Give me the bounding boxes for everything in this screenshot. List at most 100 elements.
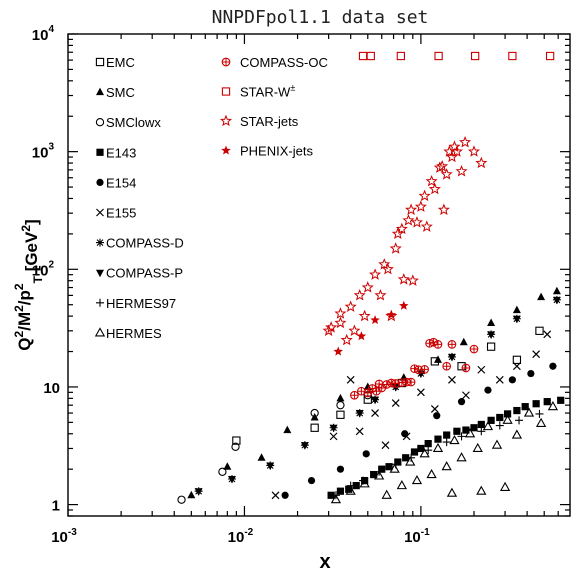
data-point	[476, 485, 487, 495]
data-point	[187, 490, 196, 499]
legend: EMC SMC SMClowx E143 E154 E155 COMPASS-D COMPAS…	[94, 55, 328, 341]
data-point	[434, 435, 442, 443]
legend-label: EMC	[106, 55, 135, 70]
data-point	[537, 292, 546, 301]
series-e154	[281, 362, 557, 499]
data-point	[543, 398, 551, 406]
data-point	[307, 476, 316, 485]
data-point	[535, 417, 547, 427]
y-tick-label: 104	[32, 24, 55, 44]
data-point	[370, 470, 378, 479]
data-point	[513, 406, 521, 415]
data-point	[495, 375, 504, 384]
legend-marker	[96, 87, 104, 96]
data-point	[395, 222, 408, 235]
data-point	[512, 305, 521, 314]
data-point	[402, 454, 410, 462]
data-point	[333, 346, 343, 356]
data-point	[405, 203, 418, 215]
data-point	[436, 160, 449, 172]
data-point	[527, 369, 535, 378]
legend-label: E143	[106, 145, 136, 160]
data-point	[470, 51, 480, 61]
data-point	[340, 333, 353, 346]
data-point	[329, 424, 338, 433]
data-point	[336, 393, 345, 402]
data-point	[405, 456, 416, 466]
data-point	[394, 458, 402, 466]
data-point	[418, 189, 431, 202]
legend-label: COMPASS-P	[106, 266, 183, 281]
legend-label: E154	[106, 175, 136, 190]
data-point	[369, 268, 382, 280]
data-point	[336, 487, 345, 495]
data-point	[455, 165, 468, 177]
legend-item-smc: SMC	[96, 85, 135, 100]
data-point	[459, 337, 468, 346]
data-point	[344, 300, 357, 312]
data-point	[391, 399, 400, 407]
data-point	[300, 442, 309, 450]
data-point	[445, 150, 458, 163]
data-point	[374, 470, 385, 480]
data-point	[457, 432, 466, 441]
data-point	[467, 145, 481, 157]
y-axis-label: Q2/M2/p2T [GeV2]	[12, 219, 45, 350]
data-point	[472, 442, 483, 453]
data-point	[532, 400, 540, 408]
data-point	[487, 416, 495, 424]
data-point	[521, 403, 529, 411]
data-point	[266, 462, 275, 470]
data-point	[350, 390, 359, 400]
data-point	[356, 331, 367, 341]
legend-item-emc: EMC	[95, 55, 135, 70]
data-point	[329, 432, 338, 441]
data-point	[508, 376, 516, 384]
legend-label: COMPASS-OC	[240, 55, 328, 70]
legend-marker	[95, 118, 105, 127]
series-hermes97	[331, 409, 544, 500]
data-point	[442, 361, 452, 371]
series-compass-p	[194, 296, 561, 496]
series-smclowx	[177, 391, 372, 504]
legend-marker	[221, 87, 231, 96]
data-point	[447, 340, 457, 349]
data-point	[271, 491, 280, 500]
data-point	[352, 482, 360, 490]
data-point	[469, 344, 479, 354]
data-point	[482, 420, 494, 431]
series-compass-oc	[350, 337, 479, 400]
data-point	[477, 420, 485, 429]
data-point	[386, 309, 397, 319]
data-point	[508, 51, 517, 61]
data-point	[396, 51, 406, 61]
data-point	[414, 200, 427, 212]
series-star-w	[358, 51, 555, 61]
legend-item-star-jets: STAR-jets	[219, 114, 299, 129]
legend-marker	[96, 178, 104, 186]
data-point	[370, 315, 380, 325]
data-point	[477, 365, 486, 374]
legend-item-compass-oc: COMPASS-OC	[221, 55, 328, 70]
data-point	[420, 220, 433, 232]
data-point	[486, 342, 496, 351]
data-point	[411, 474, 423, 485]
data-point	[543, 330, 552, 339]
data-point	[484, 386, 492, 394]
data-point	[453, 427, 461, 435]
series-star-jets	[322, 135, 488, 346]
data-point	[378, 258, 391, 270]
data-point	[353, 289, 366, 301]
data-point	[552, 296, 561, 305]
data-point	[366, 51, 375, 61]
data-point	[464, 428, 476, 438]
series-phenix-jets	[333, 300, 409, 356]
y-tick-label: 103	[32, 142, 55, 162]
data-point	[456, 452, 467, 462]
legend-item-star-w: STAR-W±	[221, 83, 295, 100]
data-point	[426, 468, 437, 479]
data-point	[345, 485, 356, 495]
data-point	[428, 182, 441, 195]
y-tick-label: 1	[52, 498, 60, 515]
